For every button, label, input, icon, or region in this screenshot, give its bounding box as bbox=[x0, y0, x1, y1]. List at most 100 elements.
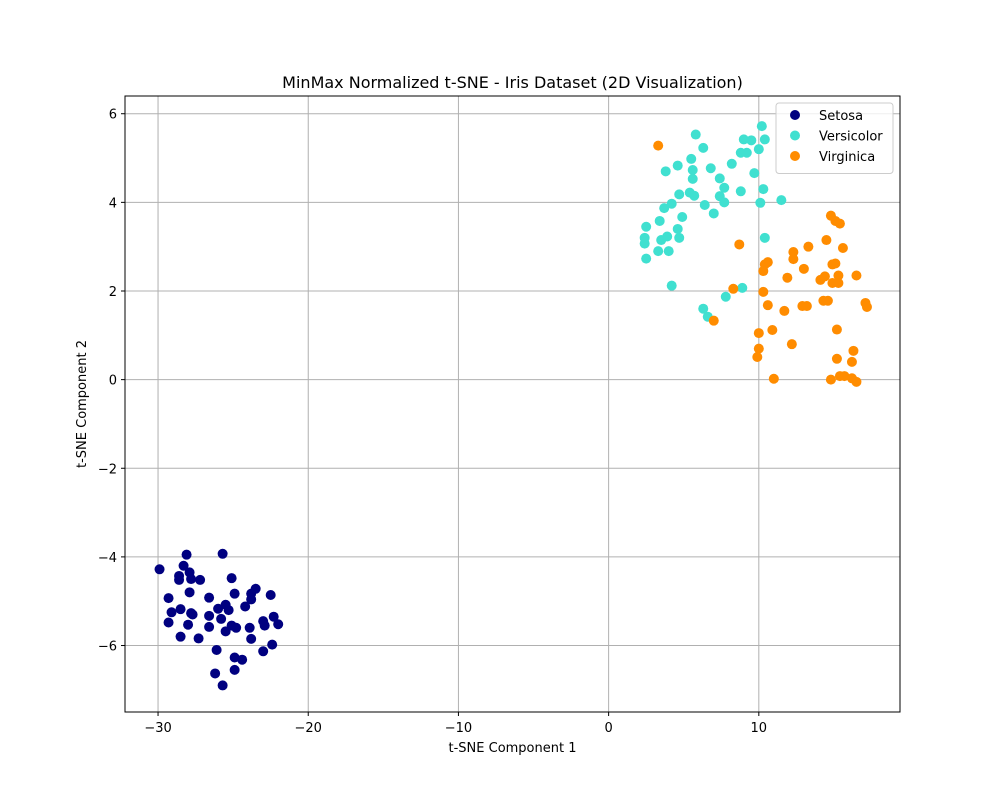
versicolor-point bbox=[705, 163, 716, 174]
y-tick-label: 6 bbox=[109, 108, 117, 123]
setosa-point bbox=[246, 633, 257, 644]
setosa-point bbox=[229, 652, 240, 663]
setosa-point bbox=[220, 626, 231, 637]
versicolor-point bbox=[641, 221, 652, 232]
virginica-point bbox=[708, 315, 719, 326]
setosa-point bbox=[154, 564, 165, 575]
virginica-point bbox=[803, 241, 814, 252]
legend-label-versicolor: Versicolor bbox=[819, 130, 883, 145]
virginica-point bbox=[825, 374, 836, 385]
setosa-point bbox=[163, 593, 174, 604]
versicolor-point bbox=[663, 246, 674, 257]
virginica-point bbox=[821, 235, 832, 246]
virginica-point bbox=[851, 376, 862, 387]
y-tick-label: 0 bbox=[109, 374, 117, 389]
setosa-point bbox=[217, 680, 228, 691]
y-axis-ticks: −6 −4 −2 0 2 4 6 bbox=[98, 108, 125, 655]
versicolor-point bbox=[687, 165, 698, 176]
setosa-point bbox=[213, 603, 224, 614]
virginica-point bbox=[830, 258, 841, 269]
versicolor-point bbox=[666, 198, 677, 209]
virginica-point bbox=[861, 301, 872, 312]
versicolor-point bbox=[746, 135, 757, 146]
virginica-point bbox=[851, 270, 862, 281]
legend-label-virginica: Virginica bbox=[819, 150, 875, 165]
versicolor-point bbox=[672, 160, 683, 171]
y-tick-label: −2 bbox=[98, 462, 117, 477]
setosa-point bbox=[217, 548, 228, 559]
versicolor-point bbox=[674, 189, 685, 200]
virginica-point bbox=[734, 239, 745, 250]
virginica-point bbox=[779, 305, 790, 316]
virginica-point bbox=[839, 371, 850, 382]
setosa-point bbox=[174, 574, 185, 585]
virginica-point bbox=[752, 352, 763, 363]
virginica-point bbox=[753, 328, 764, 339]
x-axis-label: t-SNE Component 1 bbox=[449, 741, 577, 756]
versicolor-point bbox=[759, 134, 770, 145]
setosa-point bbox=[210, 668, 221, 679]
x-axis-ticks: −30 −20 −10 0 10 bbox=[144, 712, 767, 736]
versicolor-point bbox=[674, 232, 685, 243]
y-axis-label: t-SNE Component 2 bbox=[75, 340, 90, 468]
versicolor-point bbox=[699, 200, 710, 211]
versicolor-point bbox=[662, 231, 673, 242]
versicolor-point bbox=[714, 173, 725, 184]
setosa-point bbox=[186, 574, 197, 585]
virginica-point bbox=[822, 295, 833, 306]
setosa-point bbox=[193, 633, 204, 644]
virginica-point bbox=[762, 257, 773, 268]
setosa-point bbox=[268, 611, 279, 622]
setosa-point bbox=[265, 590, 276, 601]
virginica-point bbox=[833, 270, 844, 281]
versicolor-point bbox=[654, 215, 665, 226]
setosa-point bbox=[237, 654, 248, 665]
virginica-point bbox=[768, 373, 779, 384]
setosa-point bbox=[204, 610, 215, 621]
versicolor-point bbox=[776, 195, 787, 206]
y-tick-label: −4 bbox=[98, 551, 117, 566]
x-tick-label: −30 bbox=[144, 721, 171, 736]
versicolor-point bbox=[659, 203, 670, 214]
virginica-point bbox=[846, 356, 857, 367]
virginica-point bbox=[837, 243, 848, 254]
setosa-point bbox=[184, 587, 195, 598]
virginica-point bbox=[653, 140, 664, 151]
x-tick-label: −10 bbox=[445, 721, 472, 736]
legend-marker-versicolor bbox=[790, 130, 800, 141]
versicolor-point bbox=[708, 208, 719, 219]
setosa-point bbox=[223, 605, 234, 616]
setosa-point bbox=[211, 644, 222, 655]
setosa-point bbox=[216, 613, 227, 624]
virginica-point bbox=[767, 324, 778, 335]
legend: Setosa Versicolor Virginica bbox=[775, 102, 894, 174]
versicolor-point bbox=[737, 282, 748, 293]
versicolor-point bbox=[735, 186, 746, 197]
virginica-point bbox=[798, 263, 809, 274]
setosa-point bbox=[175, 631, 186, 642]
virginica-point bbox=[831, 324, 842, 335]
versicolor-point bbox=[755, 197, 766, 208]
y-tick-label: 2 bbox=[109, 285, 117, 300]
setosa-point bbox=[229, 664, 240, 675]
versicolor-point bbox=[690, 129, 701, 140]
versicolor-point bbox=[741, 147, 752, 158]
setosa-point bbox=[195, 574, 206, 585]
plot-area-frame bbox=[124, 95, 901, 713]
setosa-point bbox=[240, 601, 251, 612]
versicolor-point bbox=[738, 134, 749, 145]
virginica-point bbox=[758, 266, 769, 277]
setosa-point bbox=[175, 604, 186, 615]
chart-title: MinMax Normalized t-SNE - Iris Dataset (… bbox=[282, 73, 743, 92]
versicolor-point bbox=[758, 184, 769, 195]
versicolor-point bbox=[759, 232, 770, 243]
virginica-point bbox=[848, 345, 859, 356]
setosa-point bbox=[259, 620, 270, 631]
versicolor-point bbox=[660, 166, 671, 177]
versicolor-point bbox=[753, 144, 764, 155]
versicolor-point bbox=[641, 253, 652, 264]
virginica-point bbox=[801, 301, 812, 312]
legend-box bbox=[775, 102, 894, 174]
setosa-point bbox=[183, 619, 194, 630]
